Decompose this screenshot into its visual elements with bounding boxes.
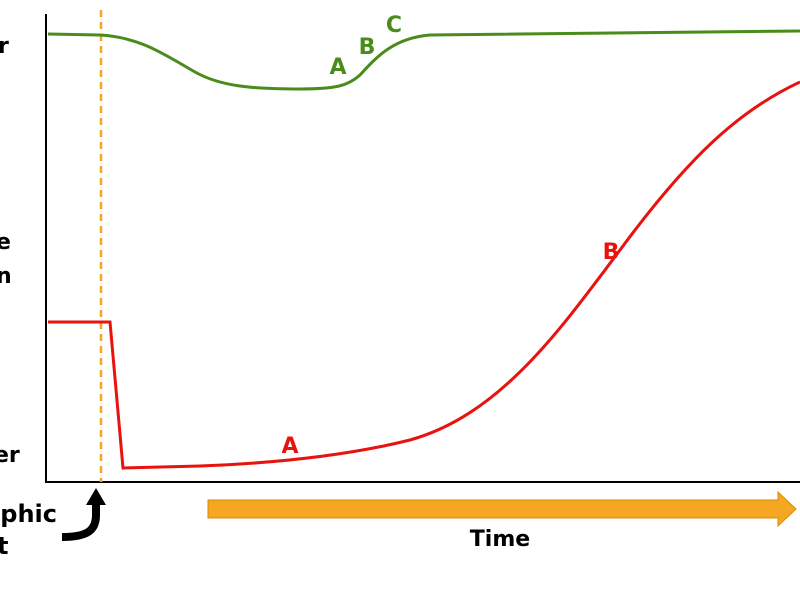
green-label: A <box>329 55 346 80</box>
y-label-middle: e <box>0 230 11 255</box>
red-curve <box>48 80 800 470</box>
red-label: A <box>281 434 298 459</box>
y-label-middle: n <box>0 264 12 289</box>
y-label-bottom: er <box>0 443 20 468</box>
y-label-top: r <box>0 34 9 59</box>
time-label: Time <box>470 527 530 552</box>
green-curve <box>47 29 800 91</box>
event-label: phic <box>0 500 57 528</box>
green-label: C <box>386 13 402 38</box>
green-label: B <box>359 35 376 60</box>
event-arrow-head <box>86 488 106 505</box>
red-label: B <box>603 240 620 265</box>
time-arrow <box>207 490 797 528</box>
event-label: t <box>0 532 8 560</box>
event-arrow <box>61 503 100 541</box>
